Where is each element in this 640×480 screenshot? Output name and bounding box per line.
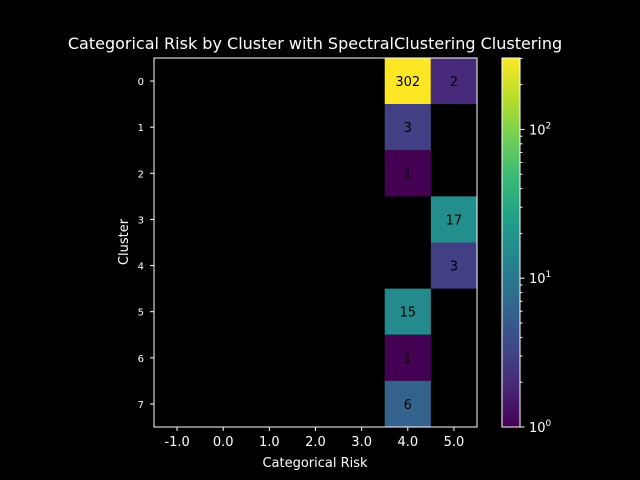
x-tick-label: -1.0	[164, 435, 189, 450]
heatmap-cell	[384, 288, 431, 335]
y-tick-label: 5	[138, 308, 144, 319]
x-tick-label: 2.0	[305, 435, 326, 450]
x-tick-label: 5.0	[444, 435, 465, 450]
cell-value-label: 15	[400, 306, 417, 321]
heatmap-cell	[384, 150, 431, 197]
y-tick-label: 2	[138, 169, 144, 180]
y-tick-label: 7	[138, 400, 144, 411]
heatmap-cell	[384, 334, 431, 381]
x-tick-label: 0.0	[213, 435, 234, 450]
cell-value-label: 3	[450, 260, 458, 275]
cell-value-label: 17	[446, 213, 463, 228]
x-tick-label: 4.0	[397, 435, 418, 450]
cell-value-label: 1	[404, 352, 412, 367]
heatmap-cell	[430, 196, 477, 243]
cell-value-label: 2	[450, 75, 458, 90]
x-tick-label: 3.0	[351, 435, 372, 450]
y-axis-ticks: 0 1 2 3 4 5 6 7	[138, 77, 154, 411]
cell-value-label: 3	[404, 121, 412, 136]
y-tick-label: 0	[138, 77, 144, 88]
heatmap-cell	[384, 380, 431, 427]
heatmap-cell	[384, 58, 431, 105]
colorbar	[502, 58, 520, 427]
x-axis-ticks: -1.0 0.0 1.0 2.0 3.0 4.0 5.0	[164, 427, 464, 450]
y-tick-label: 3	[138, 215, 144, 226]
y-tick-label: 1	[138, 123, 144, 134]
chart-title: Categorical Risk by Cluster with Spectra…	[68, 34, 562, 53]
heatmap-cell	[430, 242, 477, 289]
y-tick-label: 6	[138, 354, 144, 365]
cell-value-label: 6	[404, 398, 412, 413]
y-axis-label: Cluster	[117, 218, 132, 265]
heatmap-cell	[430, 58, 477, 105]
colorbar-frame	[501, 57, 521, 428]
x-tick-label: 1.0	[259, 435, 280, 450]
y-tick-label: 4	[138, 262, 144, 273]
cell-value-label: 1	[404, 167, 412, 182]
cell-value-label: 302	[395, 75, 420, 90]
x-axis-label: Categorical Risk	[262, 456, 368, 471]
heatmap-cell	[384, 104, 431, 151]
